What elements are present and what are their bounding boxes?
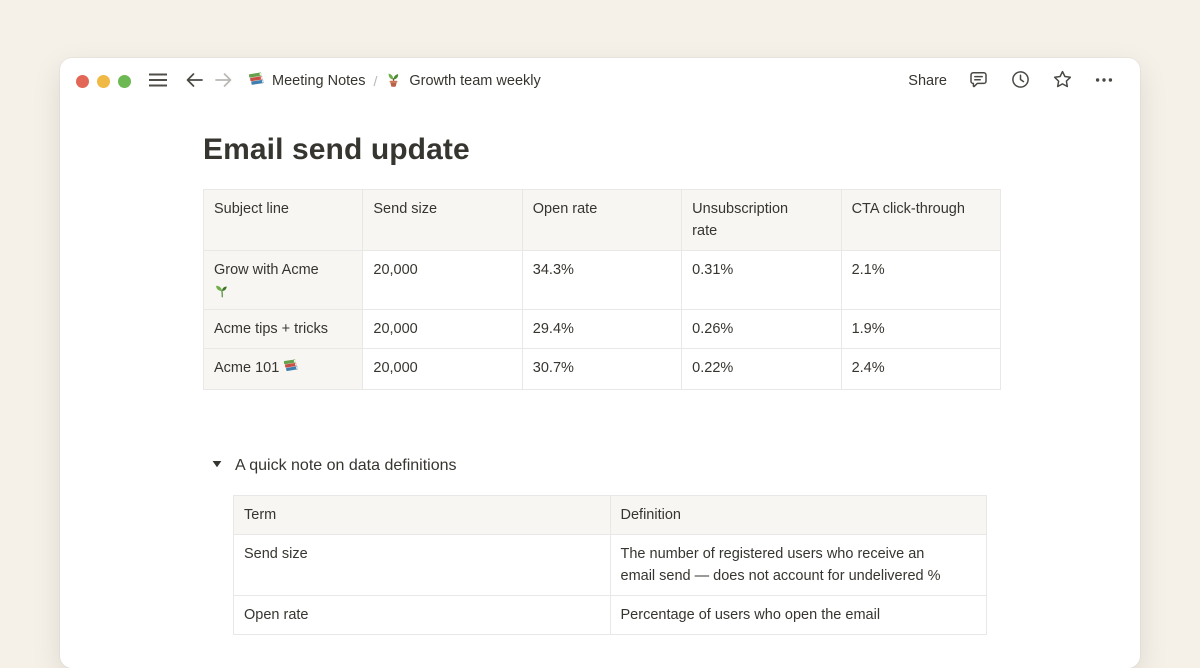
notion-window: Meeting Notes / Growth team weekly Share <box>60 58 1140 668</box>
header-cell-open-rate[interactable]: Open rate <box>521 188 683 251</box>
cell-subject[interactable]: Acme tips + tricks <box>202 308 364 349</box>
more-options-button[interactable] <box>1094 70 1114 93</box>
breadcrumb-item-growth-team-weekly[interactable]: Growth team weekly <box>385 71 541 92</box>
cell-open-rate[interactable]: 29.4% <box>521 308 683 349</box>
cell-unsub-rate[interactable]: 0.22% <box>681 347 842 390</box>
books-emoji <box>248 71 265 92</box>
back-arrow-icon <box>185 71 204 92</box>
comments-button[interactable] <box>968 69 989 93</box>
nav-forward-button[interactable] <box>214 71 233 92</box>
breadcrumb-label: Meeting Notes <box>272 73 366 89</box>
toggle-label[interactable]: A quick note on data definitions <box>235 456 457 474</box>
minimize-window-button[interactable] <box>97 74 110 88</box>
toggle-block: A quick note on data definitions <box>203 454 1000 478</box>
cell-cta[interactable]: 2.1% <box>840 249 1001 310</box>
maximize-window-button[interactable] <box>118 74 131 88</box>
table-header-row: Subject line Send size Open rate Unsubsc… <box>202 188 1001 251</box>
window-topbar: Meeting Notes / Growth team weekly Share <box>60 58 1140 104</box>
header-cell-subject-line[interactable]: Subject line <box>202 188 364 251</box>
sidebar-menu-button[interactable] <box>148 72 168 91</box>
breadcrumb-label: Growth team weekly <box>409 73 541 89</box>
share-button[interactable]: Share <box>908 73 947 89</box>
updates-button[interactable] <box>1010 69 1031 93</box>
cell-send-size[interactable]: 20,000 <box>362 249 523 310</box>
cell-cta[interactable]: 1.9% <box>840 308 1001 349</box>
forward-arrow-icon <box>214 71 233 92</box>
window-controls <box>76 74 131 88</box>
cell-unsub-rate[interactable]: 0.26% <box>681 308 842 349</box>
toggle-triangle-icon <box>211 458 223 473</box>
cell-term[interactable]: Open rate <box>233 594 611 635</box>
cell-unsub-rate[interactable]: 0.31% <box>681 249 842 310</box>
cell-open-rate[interactable]: 30.7% <box>521 347 683 390</box>
hamburger-icon <box>148 72 168 91</box>
breadcrumb-item-meeting-notes[interactable]: Meeting Notes <box>248 71 366 92</box>
cell-send-size[interactable]: 20,000 <box>362 347 523 390</box>
cell-send-size[interactable]: 20,000 <box>362 308 523 349</box>
cell-open-rate[interactable]: 34.3% <box>521 249 683 310</box>
seedling-emoji <box>214 283 230 303</box>
table-header-row: Term Definition <box>233 494 987 535</box>
header-cell-definition[interactable]: Definition <box>609 494 987 535</box>
favorite-button[interactable] <box>1052 69 1073 93</box>
page-body: Email send update Subject line Send size… <box>202 131 1001 635</box>
page-title[interactable]: Email send update <box>203 133 470 166</box>
table-row: Grow with Acme 20,000 <box>202 249 1001 310</box>
breadcrumb-separator: / <box>373 73 378 89</box>
toggle-collapse-button[interactable] <box>205 454 229 478</box>
cell-term[interactable]: Send size <box>233 533 611 596</box>
cell-definition[interactable]: The number of registered users who recei… <box>609 533 987 596</box>
books-emoji <box>283 358 299 381</box>
comment-icon <box>968 69 989 93</box>
cell-subject[interactable]: Grow with Acme <box>202 249 364 310</box>
table-row: Send size The number of registered users… <box>233 533 987 596</box>
star-icon <box>1052 69 1073 93</box>
email-metrics-table: Subject line Send size Open rate Unsubsc… <box>202 188 1001 390</box>
cell-cta[interactable]: 2.4% <box>840 347 1001 390</box>
cell-definition[interactable]: Percentage of users who open the email <box>609 594 987 635</box>
breadcrumb: Meeting Notes / Growth team weekly <box>248 71 541 92</box>
close-window-button[interactable] <box>76 74 89 88</box>
table-row: Open rate Percentage of users who open t… <box>233 594 987 635</box>
definitions-table: Term Definition Send size The number of … <box>233 494 987 635</box>
cell-subject[interactable]: Acme 101 <box>202 347 364 390</box>
clock-icon <box>1010 69 1031 93</box>
toggle-children: Term Definition Send size The number of … <box>233 494 1000 635</box>
potted-plant-emoji <box>385 71 402 92</box>
table-row: Acme tips + tricks 20,000 29.4% 0.26% 1.… <box>202 308 1001 349</box>
nav-back-button[interactable] <box>185 71 204 92</box>
ellipsis-icon <box>1094 70 1114 93</box>
header-cell-cta-click-through[interactable]: CTA click-through <box>840 188 1001 251</box>
header-cell-term[interactable]: Term <box>233 494 611 535</box>
topbar-actions: Share <box>908 69 1114 93</box>
header-cell-unsubscription-rate[interactable]: Unsubscription rate <box>681 188 842 251</box>
header-cell-send-size[interactable]: Send size <box>362 188 523 251</box>
table-row: Acme 101 <box>202 347 1001 390</box>
